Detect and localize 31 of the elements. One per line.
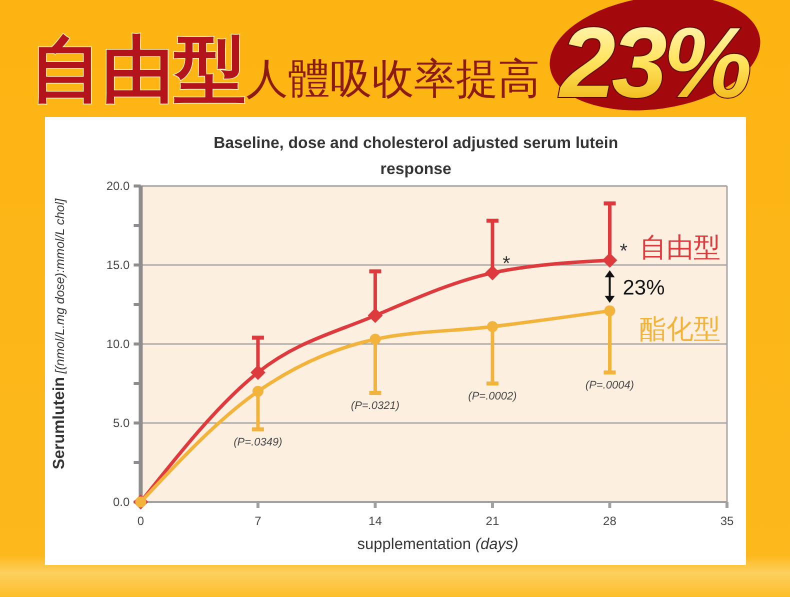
point (604, 305, 616, 316)
y-tick-label: 20.0 (106, 179, 130, 194)
annotation: (P=.0321) (350, 400, 400, 412)
x-tick-label: 35 (720, 514, 734, 528)
x-tick-label: 28 (603, 514, 617, 528)
x-tick-label: 21 (486, 514, 500, 528)
y-tick-label: 5.0 (113, 416, 130, 430)
point (252, 386, 264, 397)
annotation: (P=.0002) (468, 390, 518, 402)
y-tick-label: 15.0 (106, 258, 130, 272)
series-label: 酯化型 (640, 314, 721, 345)
annotation: (P=.0004) (585, 379, 634, 392)
x-tick-label: 14 (368, 514, 382, 528)
point (370, 334, 381, 345)
annotation: * (502, 252, 510, 275)
series-label: 自由型 (640, 232, 721, 264)
y-axis-title: Serumlutein [(nmol/L.mg dose):mmol/L chol] (51, 198, 68, 470)
x-tick-label: 0 (137, 514, 144, 528)
annotation: * (620, 240, 628, 262)
x-tick-label: 7 (254, 514, 262, 528)
annotation: (P=.0349) (234, 436, 283, 448)
point (602, 252, 618, 268)
point (368, 308, 383, 324)
point (486, 321, 498, 332)
point (484, 265, 500, 280)
x-axis-title: supplementation (days) (357, 536, 518, 553)
point (250, 364, 266, 380)
chart-subtitle: Baseline, dose and cholesterol adjusted serum lutein response (214, 135, 618, 178)
y-tick-label: 0.0 (113, 495, 130, 510)
annotation: 23% (622, 276, 665, 300)
y-tick-label: 10.0 (106, 337, 130, 352)
